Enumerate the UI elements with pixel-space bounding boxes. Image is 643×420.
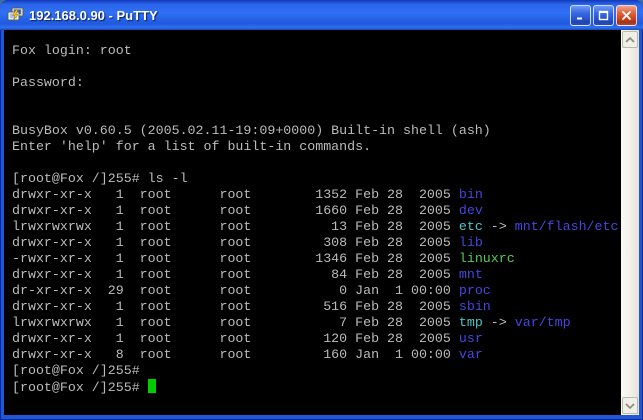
file-name: mnt xyxy=(458,267,483,282)
file-name: dev xyxy=(458,203,483,218)
close-button[interactable] xyxy=(616,4,637,26)
maximize-button[interactable] xyxy=(593,4,614,26)
terminal-cursor xyxy=(147,379,156,393)
terminal-line: -rwxr-xr-x 1 root root 1346 Feb 28 2005 … xyxy=(12,251,515,266)
terminal-line: Password: xyxy=(12,75,84,90)
terminal-line: drwxr-xr-x 8 root root 160 Jan 1 00:00 v… xyxy=(12,347,483,362)
terminal-line: BusyBox v0.60.5 (2005.02.11-19:09+0000) … xyxy=(12,123,491,138)
file-name: var xyxy=(458,347,483,362)
terminal-line: [root@Fox /]255# xyxy=(12,379,621,395)
file-name: proc xyxy=(458,283,491,298)
minimize-button[interactable] xyxy=(570,4,591,26)
terminal-line: Fox login: root xyxy=(12,43,132,58)
file-name: linuxrc xyxy=(458,251,515,266)
minimize-icon xyxy=(577,17,582,19)
file-name: sbin xyxy=(458,299,491,314)
terminal-line: drwxr-xr-x 1 root root 120 Feb 28 2005 u… xyxy=(12,331,483,346)
terminal-screen[interactable]: Fox login: root Password: BusyBox v0.60.5 … xyxy=(4,30,621,415)
symlink-target: var/tmp xyxy=(514,315,571,330)
terminal-line xyxy=(12,59,621,75)
scroll-up-button[interactable] xyxy=(622,31,638,48)
close-icon xyxy=(622,10,631,20)
terminal-line: drwxr-xr-x 1 root root 516 Feb 28 2005 s… xyxy=(12,299,491,314)
scroll-track[interactable] xyxy=(621,49,639,396)
terminal-scrollbar[interactable] xyxy=(621,30,639,415)
title-bar[interactable]: 192.168.0.90 - PuTTY xyxy=(0,0,643,30)
terminal-line xyxy=(12,107,621,123)
terminal-line: [root@Fox /]255# xyxy=(12,363,140,378)
terminal-line: lrwxrwxrwx 1 root root 7 Feb 28 2005 tmp… xyxy=(12,315,571,330)
file-name: etc xyxy=(458,219,483,234)
terminal-client-area: Fox login: root Password: BusyBox v0.60.5 … xyxy=(4,30,639,415)
terminal-line: drwxr-xr-x 1 root root 1660 Feb 28 2005 … xyxy=(12,203,483,218)
file-name: tmp xyxy=(458,315,483,330)
terminal-line: drwxr-xr-x 1 root root 84 Feb 28 2005 mn… xyxy=(12,267,483,282)
putty-app-icon[interactable] xyxy=(7,7,25,23)
terminal-line xyxy=(12,155,621,171)
chevron-up-icon xyxy=(625,36,635,43)
terminal-line: drwxr-xr-x 1 root root 308 Feb 28 2005 l… xyxy=(12,235,483,250)
window-title: 192.168.0.90 - PuTTY xyxy=(29,8,158,23)
terminal-line: dr-xr-xr-x 29 root root 0 Jan 1 00:00 pr… xyxy=(12,283,491,298)
file-name: lib xyxy=(458,235,483,250)
symlink-target: mnt/flash/etc xyxy=(514,219,619,234)
terminal-line xyxy=(12,91,621,107)
file-name: bin xyxy=(458,187,483,202)
terminal-line: lrwxrwxrwx 1 root root 13 Feb 28 2005 et… xyxy=(12,219,619,234)
chevron-down-icon xyxy=(625,402,635,409)
terminal-line: Enter 'help' for a list of built-in comm… xyxy=(12,139,372,154)
terminal-line: [root@Fox /]255# ls -l xyxy=(12,171,188,186)
maximize-icon xyxy=(598,10,609,20)
scroll-down-button[interactable] xyxy=(622,397,638,414)
file-name: usr xyxy=(458,331,483,346)
terminal-line: drwxr-xr-x 1 root root 1352 Feb 28 2005 … xyxy=(12,187,483,202)
